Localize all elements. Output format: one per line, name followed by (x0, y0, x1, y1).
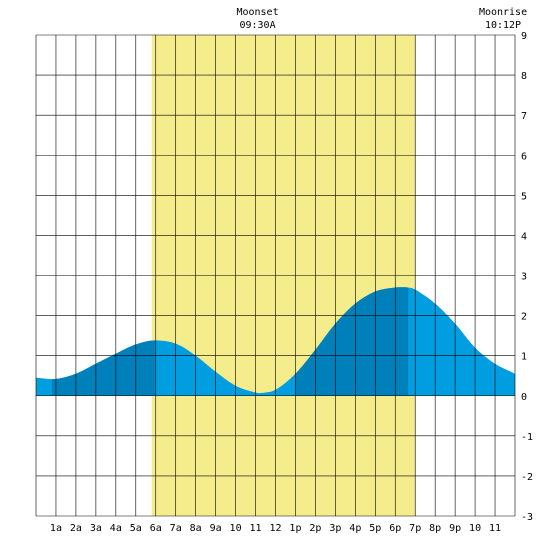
x-tick-label: 6p (389, 523, 401, 534)
y-tick-label: 7 (521, 111, 527, 122)
annotation-time: 09:30A (239, 20, 275, 31)
y-tick-label: 9 (521, 31, 527, 42)
y-tick-label: 2 (521, 312, 527, 323)
y-tick-label: -3 (521, 512, 533, 523)
y-tick-label: 3 (521, 272, 527, 283)
x-tick-label: 6a (150, 523, 162, 534)
x-tick-label: 7a (170, 523, 182, 534)
x-tick-label: 10 (469, 523, 481, 534)
x-tick-label: 11 (250, 523, 262, 534)
y-tick-label: -1 (521, 432, 533, 443)
x-tick-label: 11 (489, 523, 501, 534)
y-tick-label: 0 (521, 392, 527, 403)
y-tick-label: 8 (521, 71, 527, 82)
annotation-label: Moonrise (479, 7, 527, 18)
x-axis-ticks: 1a 2a 3a 4a 5a 6a 7a 8a 9a 10 11 12 1p 2p 3p 4p 5p 6p 7p 8p… (50, 523, 501, 534)
tide-shade (295, 287, 409, 396)
x-tick-label: 9p (449, 523, 461, 534)
y-tick-label: -2 (521, 472, 533, 483)
x-tick-label: 12 (269, 523, 281, 534)
x-tick-label: 1a (50, 523, 62, 534)
x-tick-label: 5a (130, 523, 142, 534)
x-tick-label: 4a (110, 523, 122, 534)
annotation-label: Moonset (236, 7, 278, 18)
x-tick-label: 3p (329, 523, 341, 534)
x-tick-label: 10 (230, 523, 242, 534)
x-tick-label: 2a (70, 523, 82, 534)
annotation-time: 10:12P (485, 20, 521, 31)
x-tick-label: 2p (309, 523, 321, 534)
moon-annotations: Moonset 09:30A Moonrise 10:12P (236, 7, 527, 31)
y-tick-label: 1 (521, 352, 527, 363)
grid (35, 34, 516, 517)
y-tick-label: 4 (521, 231, 527, 242)
x-tick-label: 1p (289, 523, 301, 534)
x-tick-label: 8a (190, 523, 202, 534)
y-axis-ticks: 9 8 7 6 5 4 3 2 1 0 -1 -2 -3 (521, 31, 533, 523)
x-tick-label: 3a (90, 523, 102, 534)
x-tick-label: 9a (210, 523, 222, 534)
x-tick-label: 7p (409, 523, 421, 534)
y-tick-label: 5 (521, 191, 527, 202)
x-tick-label: 4p (349, 523, 361, 534)
x-tick-label: 5p (369, 523, 381, 534)
tide-shade (52, 340, 155, 396)
x-tick-label: 8p (429, 523, 441, 534)
y-tick-label: 6 (521, 151, 527, 162)
